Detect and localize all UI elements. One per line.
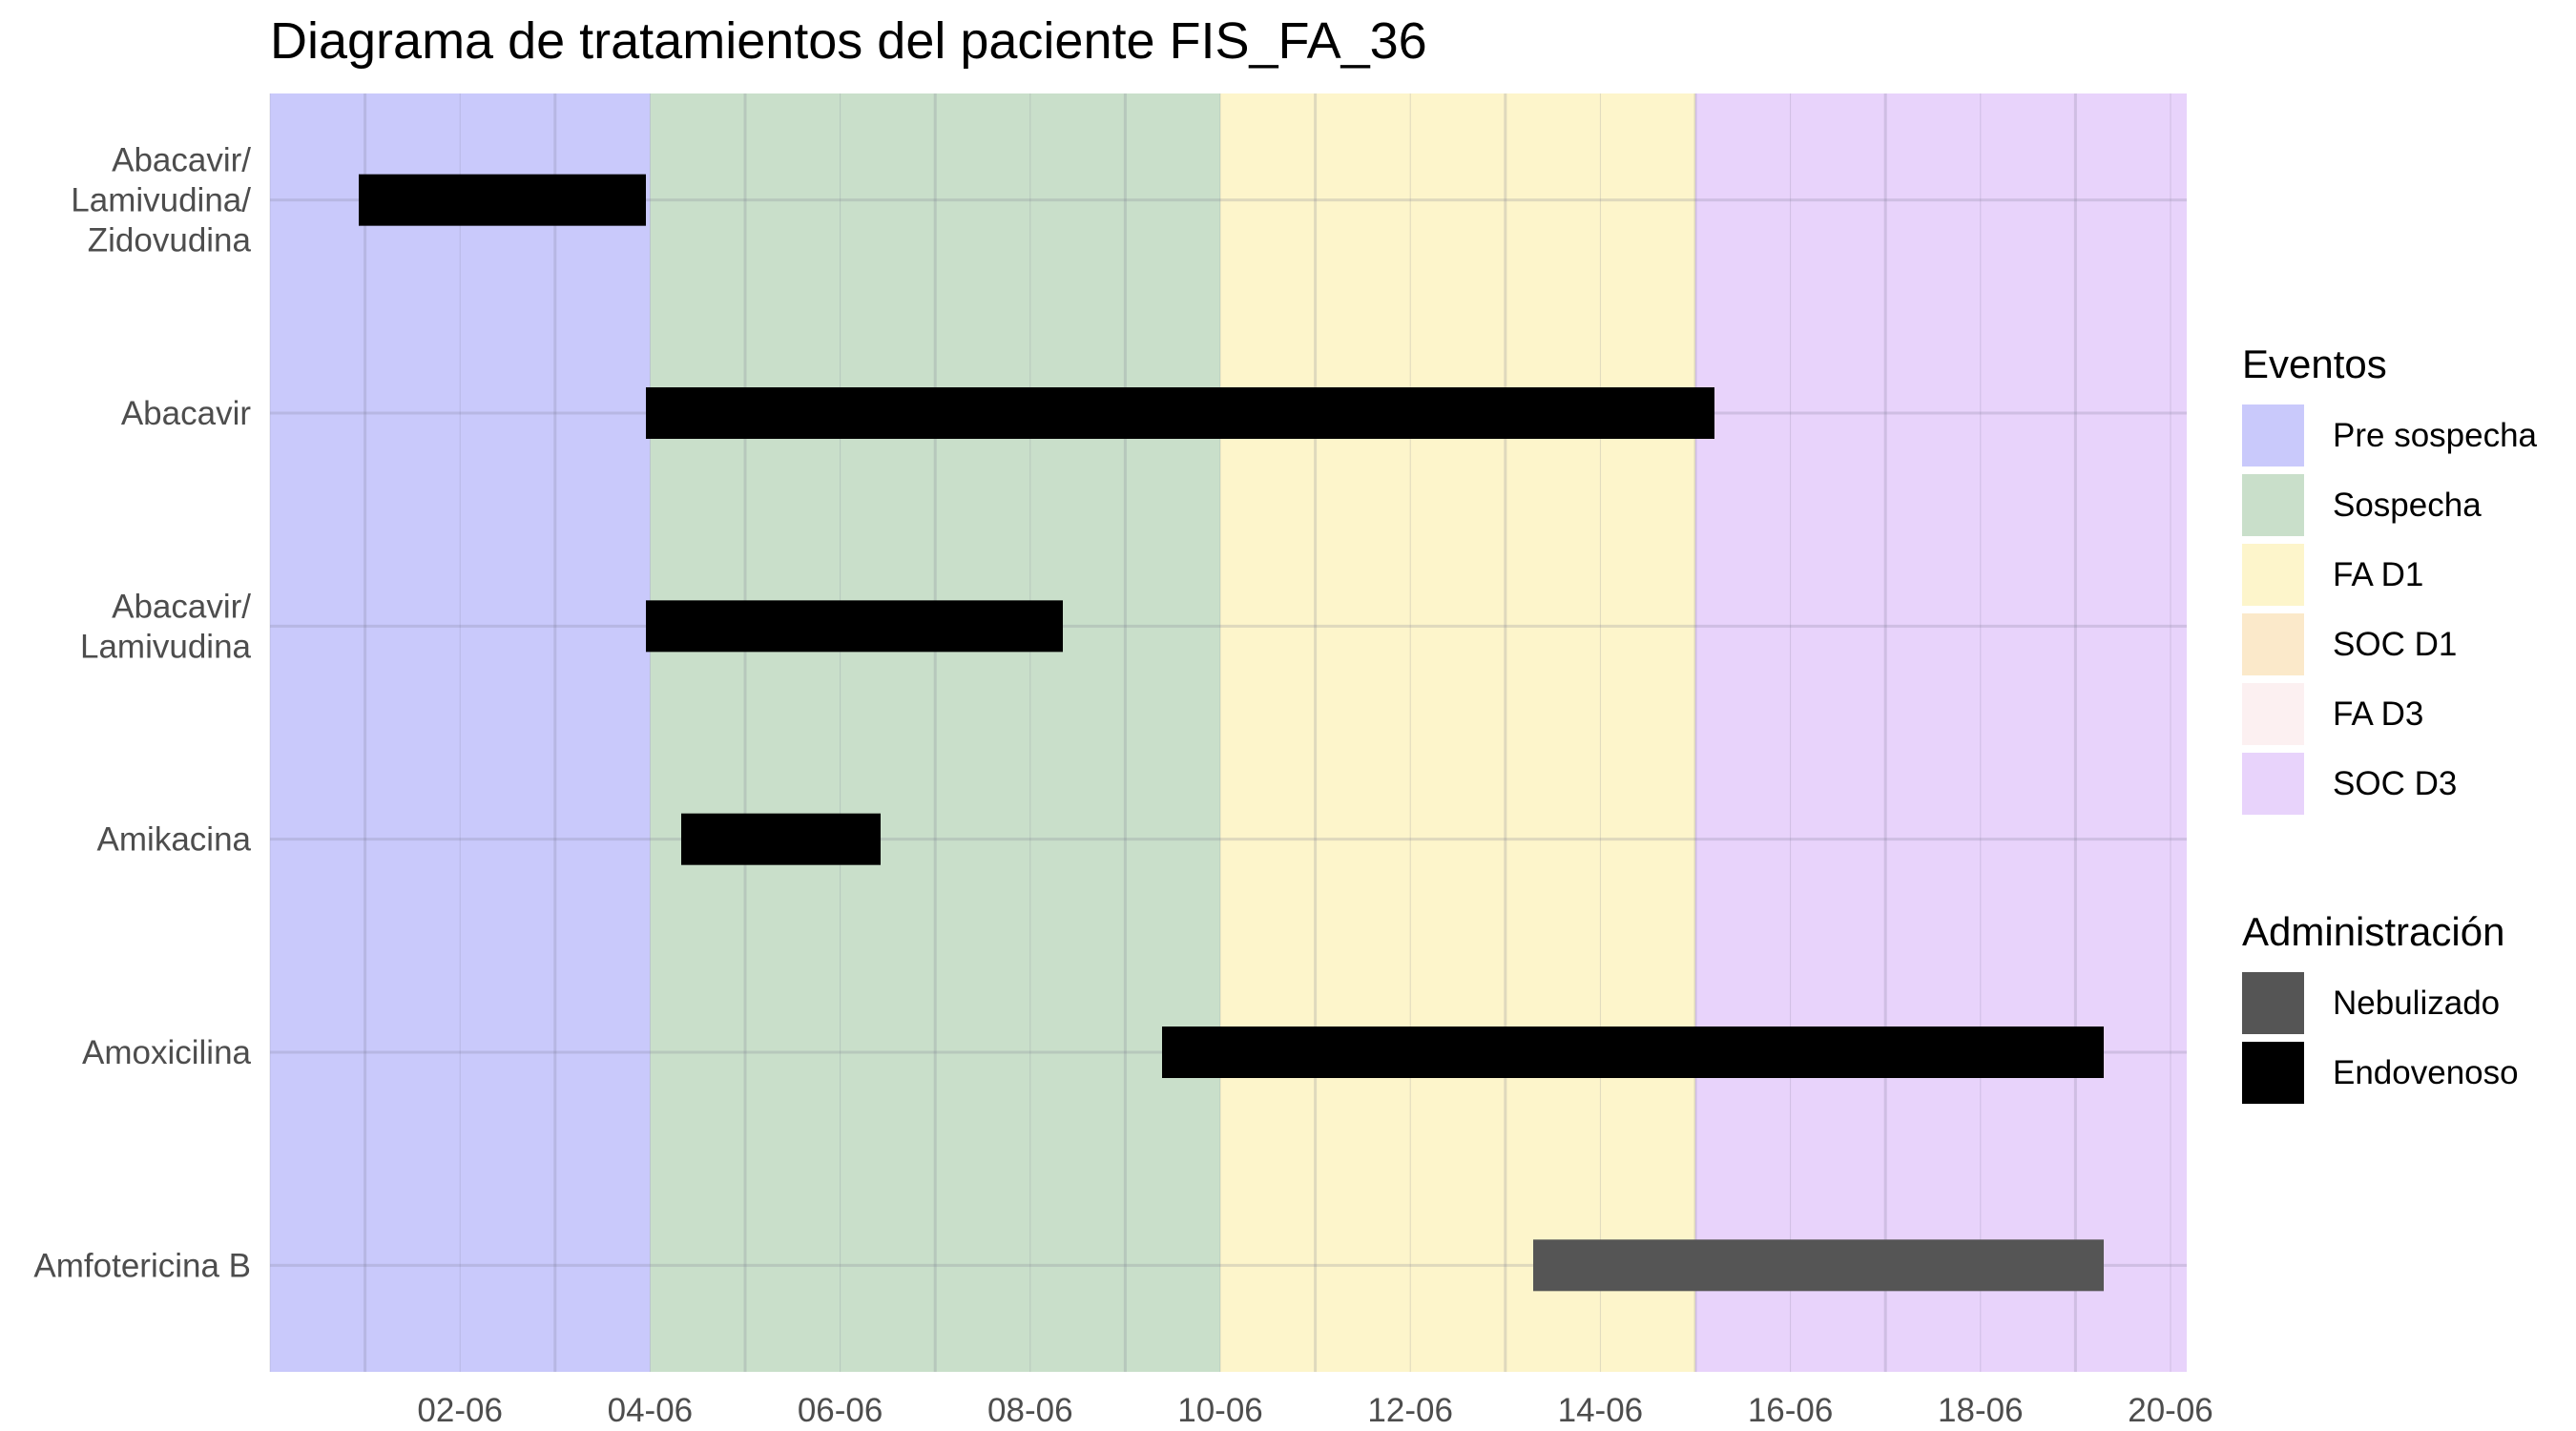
- legend-swatch: [2242, 404, 2304, 467]
- legend-swatch: [2242, 753, 2304, 815]
- x-tick-label: 02-06: [417, 1392, 503, 1429]
- legend-label: Endovenoso: [2333, 1053, 2519, 1091]
- legend-swatch: [2242, 683, 2304, 745]
- legend-label: SOC D1: [2333, 625, 2458, 663]
- treatment-bar: [1533, 1239, 2104, 1292]
- legend-administracion: Administración Nebulizado Endovenoso: [2242, 909, 2519, 1108]
- y-tick-label: Abacavir/Lamivudina/Zidovudina: [71, 142, 251, 259]
- legend-label: SOC D3: [2333, 764, 2458, 802]
- x-tick-label: 04-06: [608, 1392, 694, 1429]
- legend-item: FA D3: [2242, 679, 2537, 749]
- y-tick-label: Abacavir/Lamivudina: [80, 588, 252, 665]
- y-tick-label: Amfotericina B: [33, 1247, 251, 1284]
- x-tick-label: 14-06: [1558, 1392, 1644, 1429]
- x-tick-label: 18-06: [1938, 1392, 2024, 1429]
- y-tick-label: Amoxicilina: [82, 1034, 252, 1071]
- y-axis: Abacavir/Lamivudina/Zidovudina Abacavir Ab…: [33, 142, 251, 1285]
- treatment-bar: [646, 387, 1714, 439]
- legend-label: Nebulizado: [2333, 984, 2501, 1022]
- treatment-bar: [681, 813, 881, 865]
- chart-title: Diagrama de tratamientos del paciente FI…: [270, 12, 1427, 70]
- event-band: [1695, 93, 2187, 1372]
- legend-label: FA D1: [2333, 555, 2424, 593]
- legend-item: Pre sospecha: [2242, 401, 2537, 470]
- event-bands: [270, 93, 2187, 1372]
- legend-title: Administración: [2242, 909, 2505, 954]
- treatment-bar: [1162, 1027, 2104, 1078]
- legend-items: Pre sospecha Sospecha FA D1 SOC D1 FA D3 SOC …: [2242, 401, 2537, 819]
- legend-item: FA D1: [2242, 540, 2537, 610]
- legend-items: Nebulizado Endovenoso: [2242, 968, 2519, 1108]
- legend-title: Eventos: [2242, 342, 2387, 386]
- legend-swatch: [2242, 474, 2304, 536]
- x-tick-label: 16-06: [1748, 1392, 1834, 1429]
- legend-swatch: [2242, 544, 2304, 606]
- treatment-bar: [646, 600, 1063, 653]
- event-band: [1220, 93, 1695, 1372]
- y-tick-label: Abacavir: [121, 395, 252, 432]
- legend-item: SOC D1: [2242, 610, 2537, 679]
- x-axis: 02-06 04-06 06-06 08-06 10-06 12-06 14-06 16-06…: [417, 1392, 2212, 1429]
- x-tick-label: 12-06: [1367, 1392, 1453, 1429]
- treatment-bars: [359, 174, 2104, 1292]
- y-tick-label: Amikacina: [97, 821, 252, 859]
- legend-item: SOC D3: [2242, 749, 2537, 819]
- legend-swatch: [2242, 972, 2304, 1034]
- event-band: [650, 93, 1220, 1372]
- legend-eventos: Eventos Pre sospecha Sospecha FA D1 SOC D1 F…: [2242, 342, 2537, 819]
- x-tick-label: 06-06: [798, 1392, 883, 1429]
- legend-swatch: [2242, 1042, 2304, 1104]
- legend-item: Sospecha: [2242, 470, 2537, 540]
- legend-swatch: [2242, 613, 2304, 675]
- x-tick-label: 08-06: [987, 1392, 1073, 1429]
- legend-label: Pre sospecha: [2333, 416, 2538, 454]
- legend-item: Nebulizado: [2242, 968, 2519, 1038]
- x-tick-label: 20-06: [2128, 1392, 2213, 1429]
- legend-label: FA D3: [2333, 695, 2424, 733]
- x-tick-label: 10-06: [1177, 1392, 1263, 1429]
- legend-label: Sospecha: [2333, 486, 2482, 524]
- legend-item: Endovenoso: [2242, 1038, 2519, 1108]
- event-band: [270, 93, 651, 1372]
- treatment-bar: [359, 174, 646, 226]
